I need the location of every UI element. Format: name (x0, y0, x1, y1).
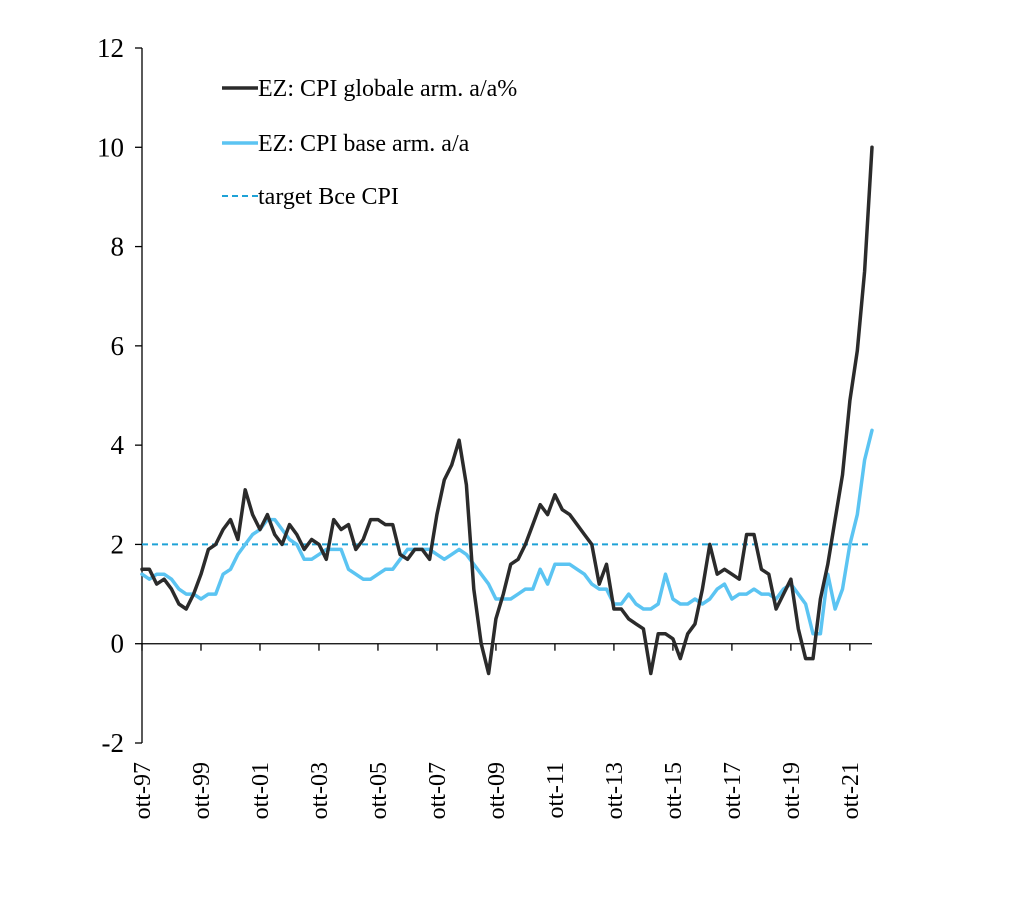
legend-item-cpi-globale-label: EZ: CPI globale arm. a/a% (258, 76, 517, 102)
axes: -2 0 2 4 6 8 10 12 ott-97 ott-99 ott-01 ott-03 ott-0… (97, 33, 872, 819)
y-tick-label: 8 (111, 232, 125, 262)
legend-item-target-bce-label: target Bce CPI (258, 184, 399, 210)
x-tick-label: ott-97 (130, 762, 156, 819)
x-tick-label: ott-17 (720, 762, 746, 819)
y-tick-label: -2 (102, 728, 125, 758)
y-tick-label: 10 (97, 132, 124, 162)
legend-item-cpi-base-label: EZ: CPI base arm. a/a (258, 131, 470, 157)
x-tick-label: ott-03 (307, 762, 333, 819)
x-tick-label: ott-09 (484, 762, 510, 819)
y-tick-label: 12 (97, 33, 124, 63)
legend: EZ: CPI globale arm. a/a% EZ: CPI base ar… (222, 76, 517, 210)
x-tick-label: ott-15 (661, 762, 687, 819)
y-tick-label: 0 (111, 629, 125, 659)
x-tick-label: ott-13 (602, 762, 628, 819)
series-layer (140, 145, 874, 676)
cpi-base-line (140, 428, 874, 636)
cpi-globale-line (140, 145, 874, 676)
y-tick-label: 2 (111, 529, 125, 559)
x-tick-label: ott-11 (543, 762, 569, 818)
x-tick-label: ott-05 (366, 762, 392, 819)
x-tick-label: ott-99 (189, 762, 215, 819)
x-tick-label: ott-01 (248, 762, 274, 819)
x-tick-label: ott-07 (425, 762, 451, 819)
x-tick-label: ott-21 (838, 762, 864, 819)
x-tick-label: ott-19 (779, 762, 805, 819)
y-tick-label: 6 (111, 331, 125, 361)
y-tick-label: 4 (111, 430, 125, 460)
